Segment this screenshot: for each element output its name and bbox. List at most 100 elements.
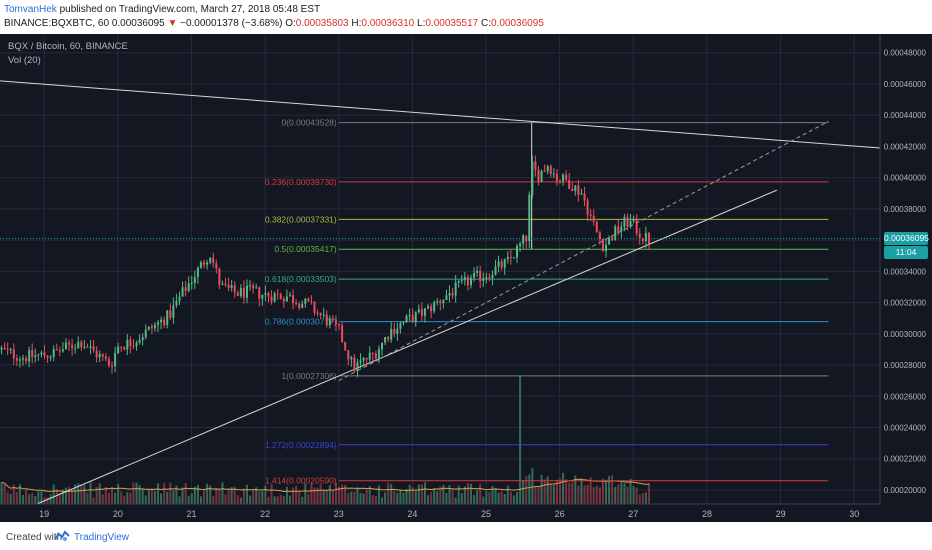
candle-body [390, 328, 393, 340]
tradingview-brand[interactable]: TradingView [74, 532, 130, 543]
volume-bar [288, 495, 291, 504]
volume-bar [249, 495, 252, 504]
volume-bar [64, 487, 67, 504]
x-tick-label: 21 [186, 509, 196, 519]
trendlines[interactable] [0, 80, 881, 505]
volume-bar [89, 482, 92, 504]
volume-bar [629, 478, 632, 504]
candle-body [408, 315, 411, 317]
candle-body [117, 346, 120, 354]
chart-area[interactable]: 0(0.00043528) 0.236(0.00039730) 0.382(0.00… [0, 34, 932, 522]
candle-body [40, 352, 43, 355]
candle-body [55, 349, 58, 351]
volume-bar [519, 376, 522, 504]
candle-body [445, 295, 448, 301]
volume-bar [181, 487, 184, 504]
candle-body [22, 358, 25, 360]
volume-bar [448, 485, 451, 504]
candle-body [589, 214, 592, 216]
candle-body [295, 302, 298, 304]
footer: Created with TradingView [0, 522, 932, 550]
candle-body [543, 170, 546, 172]
volume-bar [473, 495, 476, 504]
candle-body [479, 270, 482, 282]
candle-body [574, 185, 577, 192]
volume-bar [454, 497, 457, 504]
x-tick-label: 22 [260, 509, 270, 519]
volume-bar [417, 484, 420, 504]
tradingview-logo-icon[interactable] [54, 530, 70, 542]
candle-body [482, 278, 485, 282]
candle-body [583, 193, 586, 201]
y-tick-label: 0.00024000 [884, 423, 927, 432]
candle-body [12, 349, 15, 359]
volume-bar [491, 486, 494, 504]
volume-bar [396, 492, 399, 504]
author-link[interactable]: TomvanHek [4, 4, 57, 15]
volume-bar [46, 497, 49, 504]
candle-body [531, 161, 534, 195]
candle-body [184, 287, 187, 291]
candle-body [611, 237, 614, 241]
candle-body [132, 346, 135, 348]
volume-bar [169, 482, 172, 504]
candle-body [163, 319, 166, 326]
candle-body [516, 246, 519, 258]
candle-body [405, 315, 408, 322]
x-tick-label: 26 [555, 509, 565, 519]
candle-body [46, 355, 49, 358]
volume-bar [322, 490, 325, 504]
candle-body [430, 306, 433, 312]
candle-body [83, 346, 86, 348]
candle-body [74, 348, 77, 350]
candle-body [316, 312, 319, 314]
candle-body [110, 365, 113, 367]
candle-body [362, 357, 365, 361]
candle-body [206, 262, 209, 265]
candle-body [153, 324, 156, 329]
volume-bar [592, 486, 595, 504]
candle-body [261, 294, 264, 299]
candle-body [638, 233, 641, 239]
volume-bar [408, 484, 411, 504]
volume-bar [328, 484, 331, 504]
candle-body [571, 188, 574, 192]
candle-body [632, 218, 635, 222]
volume-ma-line [1, 478, 650, 493]
candle-body [365, 357, 368, 360]
candle-body [18, 359, 21, 361]
candle-body [617, 226, 620, 232]
volume-bar [166, 491, 169, 504]
candle-body [374, 353, 377, 359]
candle-body [25, 358, 28, 362]
candle-body [319, 312, 322, 315]
fibonacci-retracement[interactable]: 0(0.00043528) 0.236(0.00039730) 0.382(0.00… [265, 118, 829, 486]
x-tick-label: 29 [776, 509, 786, 519]
candle-body [264, 293, 267, 295]
candle-body [436, 301, 439, 303]
legend-title[interactable]: BQX / Bitcoin, 60, BINANCE [8, 41, 128, 52]
candle-body [203, 262, 206, 265]
volume-bar [571, 482, 574, 504]
candle-body [460, 280, 463, 282]
price-change: −0.00001378 (−3.68%) [180, 18, 283, 29]
axes[interactable]: 0.00020000 0.00022000 0.00024000 0.00026000… [0, 34, 927, 519]
chart-svg[interactable]: 0(0.00043528) 0.236(0.00039730) 0.382(0.00… [0, 34, 932, 522]
candle-body [562, 174, 565, 182]
candle-body [64, 342, 67, 350]
volume-bar [83, 485, 86, 504]
trendline [0, 80, 881, 149]
candle-body [417, 309, 420, 313]
volume-bar [178, 496, 181, 504]
volume-bar [110, 486, 113, 504]
volume-bar [623, 483, 626, 504]
legend-volume[interactable]: Vol (20) [8, 55, 41, 66]
volume-bar [420, 484, 423, 504]
volume-bar [399, 490, 402, 504]
volume-bar [310, 482, 313, 504]
volume-bar [304, 483, 307, 504]
volume-bar [212, 495, 215, 504]
volume-bar [543, 479, 546, 504]
candle-body [577, 185, 580, 195]
candle-body [469, 277, 472, 286]
